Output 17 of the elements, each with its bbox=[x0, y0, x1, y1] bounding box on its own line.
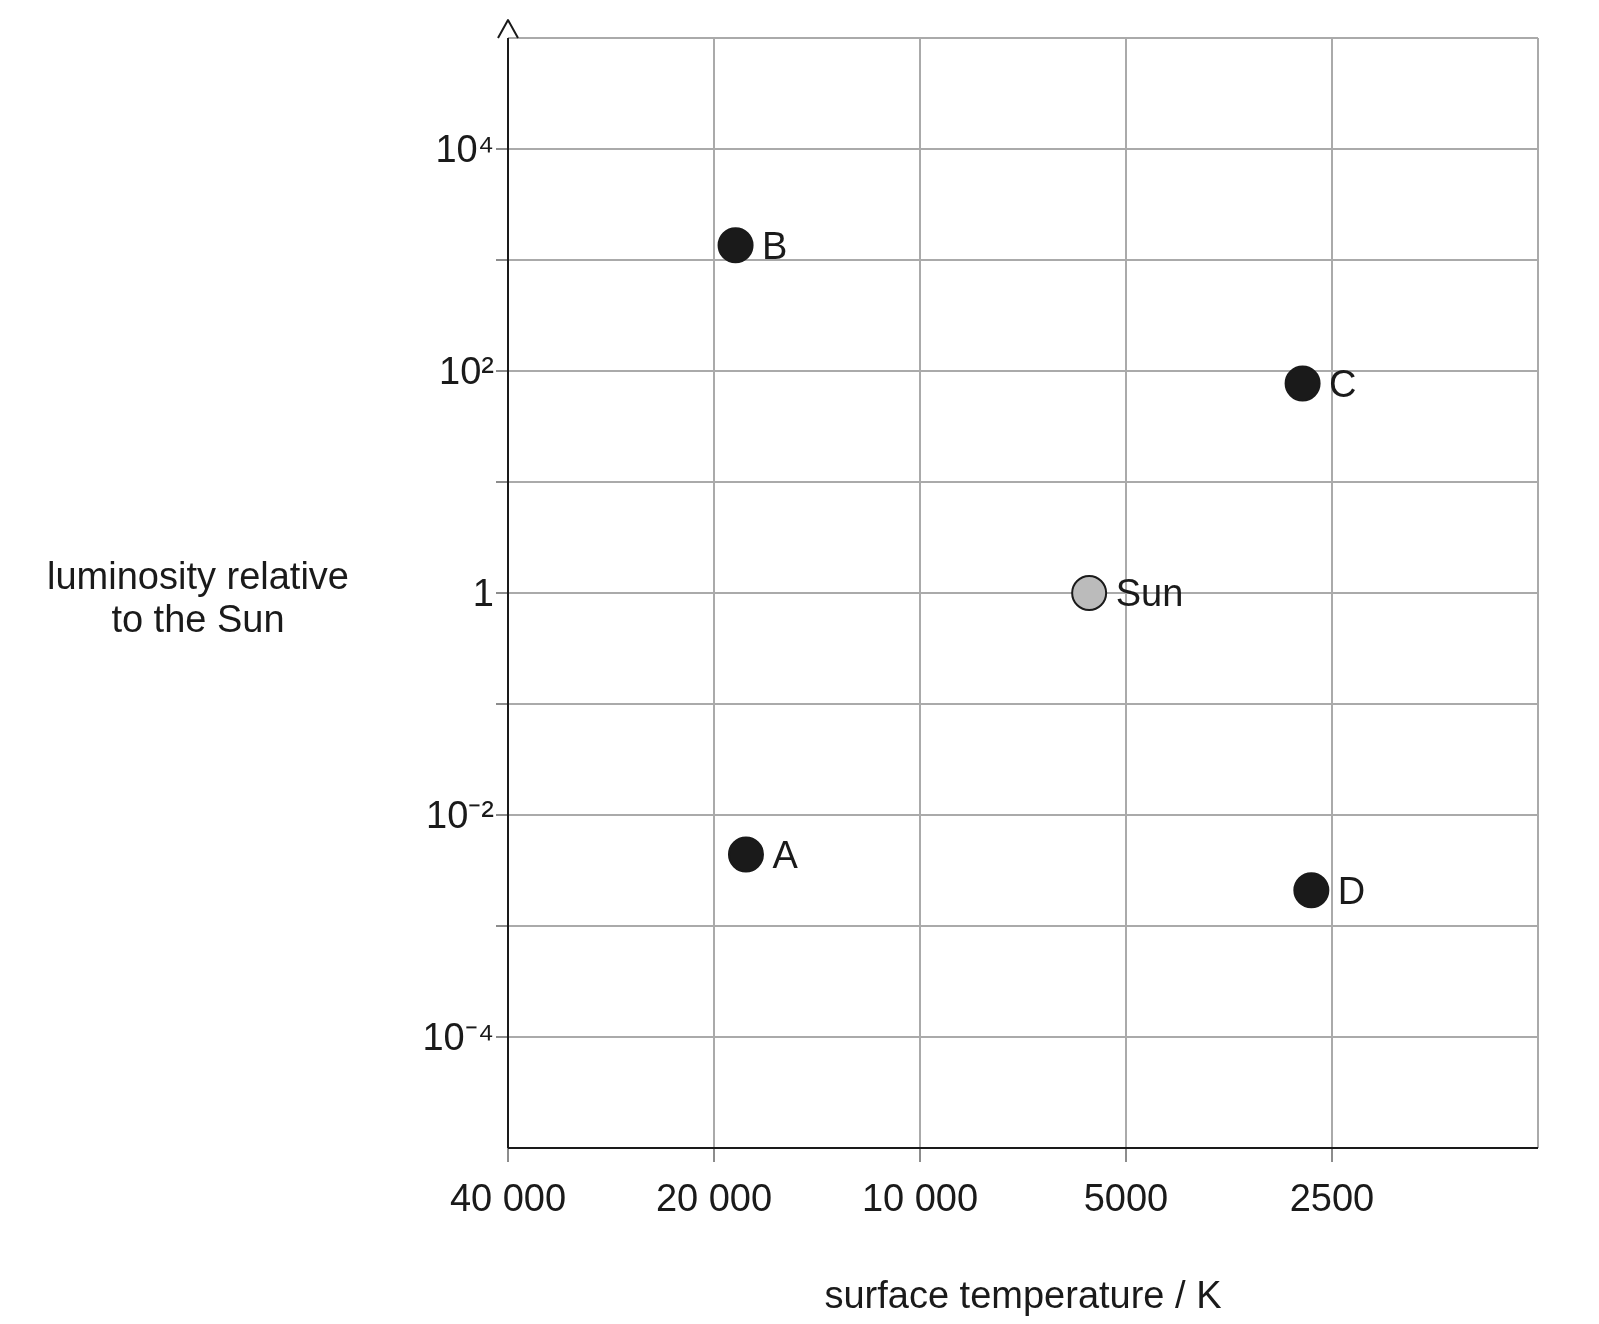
x-tick-label: 20 000 bbox=[655, 1176, 773, 1219]
y-tick-label: 10² bbox=[439, 350, 494, 393]
y-axis-title: luminosity relative to the Sun bbox=[46, 555, 350, 641]
y-tick-label: 1 bbox=[472, 572, 494, 615]
y-tick-label: 10⁴ bbox=[435, 128, 494, 171]
x-tick-label: 5000 bbox=[1083, 1176, 1169, 1219]
series-label: B bbox=[762, 224, 788, 267]
y-tick-label: 10⁻⁴ bbox=[422, 1016, 494, 1059]
y-tick-label: 10⁻² bbox=[426, 794, 494, 837]
series-label: C bbox=[1329, 363, 1357, 406]
series-label: D bbox=[1337, 869, 1366, 912]
x-tick-label: 10 000 bbox=[861, 1176, 979, 1219]
series-label: Sun bbox=[1115, 572, 1184, 615]
x-tick-label: 40 000 bbox=[449, 1176, 567, 1219]
x-axis-title: surface temperature / K bbox=[824, 1274, 1222, 1316]
x-tick-label: 2500 bbox=[1289, 1176, 1375, 1219]
series-label: A bbox=[772, 834, 799, 877]
